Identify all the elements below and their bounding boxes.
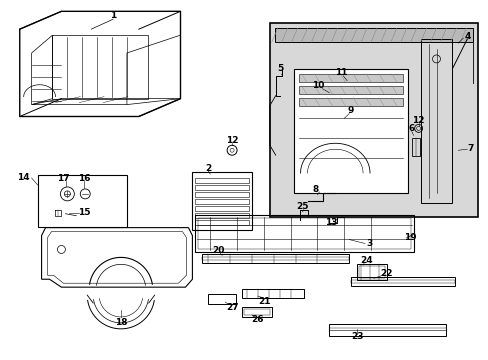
Text: 19: 19 xyxy=(404,233,416,242)
Bar xyxy=(192,172,251,230)
Bar xyxy=(195,215,413,252)
Text: 12: 12 xyxy=(411,116,424,125)
Text: 12: 12 xyxy=(225,136,238,145)
Bar xyxy=(202,257,348,260)
Text: 15: 15 xyxy=(78,208,90,217)
Text: 25: 25 xyxy=(296,202,308,211)
Bar xyxy=(356,264,386,280)
Text: 16: 16 xyxy=(78,174,90,183)
Text: 13: 13 xyxy=(325,218,337,227)
Text: 22: 22 xyxy=(380,269,392,278)
Bar xyxy=(195,206,248,211)
Text: 23: 23 xyxy=(350,332,363,341)
Text: 18: 18 xyxy=(115,318,127,327)
Text: 1: 1 xyxy=(110,11,116,20)
Text: 5: 5 xyxy=(277,64,283,73)
Bar xyxy=(198,218,410,249)
Bar xyxy=(195,192,248,197)
Text: 27: 27 xyxy=(225,302,238,311)
Bar xyxy=(202,255,348,264)
Bar xyxy=(328,324,446,336)
Bar xyxy=(244,309,269,315)
Bar xyxy=(350,277,454,286)
Text: 11: 11 xyxy=(334,68,347,77)
Text: 20: 20 xyxy=(212,246,224,255)
Text: 2: 2 xyxy=(205,163,211,172)
Bar xyxy=(298,98,402,105)
Bar xyxy=(208,294,236,304)
Bar xyxy=(242,289,303,298)
Text: 6: 6 xyxy=(408,124,414,133)
Bar xyxy=(358,266,384,278)
Bar xyxy=(293,69,407,193)
Text: 8: 8 xyxy=(312,185,318,194)
Bar xyxy=(269,23,477,217)
Text: 24: 24 xyxy=(360,256,373,265)
Bar xyxy=(195,199,248,204)
Bar xyxy=(274,28,472,42)
Bar xyxy=(195,185,248,190)
Text: 17: 17 xyxy=(57,174,70,183)
Text: 10: 10 xyxy=(312,81,324,90)
Bar xyxy=(195,220,248,225)
Bar xyxy=(195,178,248,183)
Bar xyxy=(298,86,402,94)
Bar xyxy=(350,280,454,283)
Text: 9: 9 xyxy=(347,106,354,115)
Bar xyxy=(420,39,451,203)
Text: 3: 3 xyxy=(365,239,371,248)
Text: 4: 4 xyxy=(463,32,469,41)
Bar xyxy=(195,213,248,218)
Text: 21: 21 xyxy=(258,297,270,306)
Bar xyxy=(38,175,127,227)
Bar xyxy=(411,138,419,156)
Text: 7: 7 xyxy=(466,144,472,153)
Bar xyxy=(242,307,271,317)
Text: 26: 26 xyxy=(251,315,264,324)
Text: 14: 14 xyxy=(18,172,30,181)
Bar xyxy=(298,74,402,82)
